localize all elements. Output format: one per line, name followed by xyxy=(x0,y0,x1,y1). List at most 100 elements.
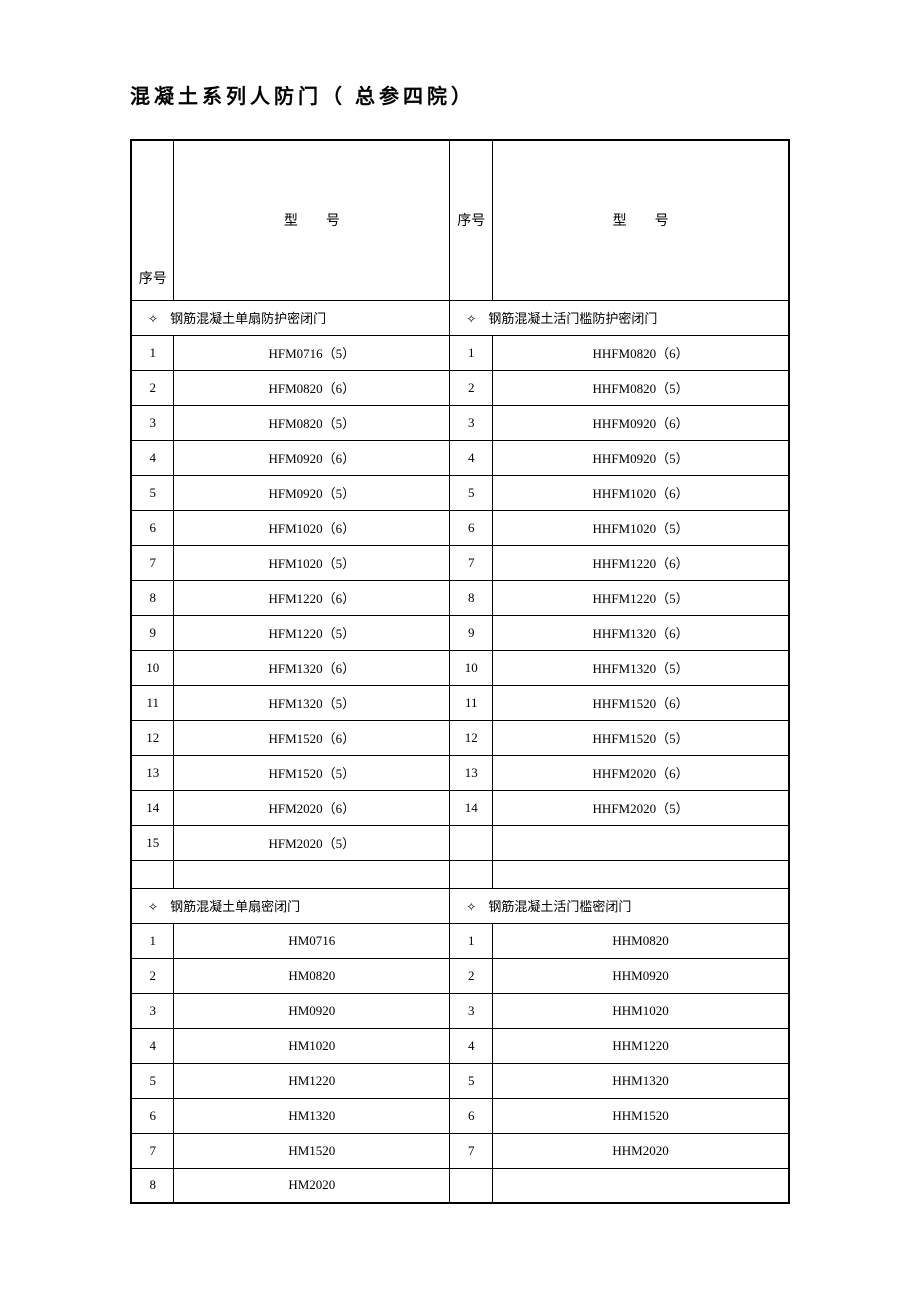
table-row: 3HM09203HHM1020 xyxy=(131,993,789,1028)
cell-model-right: HHFM1320（6） xyxy=(493,615,789,650)
cell-model-left: HM1320 xyxy=(174,1098,450,1133)
cell-model-left: HFM0920（5） xyxy=(174,475,450,510)
section-header-left-2: ✧钢筋混凝土单扇密闭门 xyxy=(131,888,450,923)
cell-seq-right: 7 xyxy=(450,1133,493,1168)
cell-model-right: HHFM1520（5） xyxy=(493,720,789,755)
cell-model-right: HHFM0920（5） xyxy=(493,440,789,475)
cell-seq-right: 4 xyxy=(450,1028,493,1063)
cell-seq-right: 5 xyxy=(450,475,493,510)
cell-seq-left: 12 xyxy=(131,720,174,755)
cell-seq-right: 7 xyxy=(450,545,493,580)
cell-model-right: HHFM2020（6） xyxy=(493,755,789,790)
cell-model-right: HHFM1020（6） xyxy=(493,475,789,510)
table-row: 8HM2020 xyxy=(131,1168,789,1203)
table-row: 9HFM1220（5）9HHFM1320（6） xyxy=(131,615,789,650)
cell-model-right: HHFM0820（5） xyxy=(493,370,789,405)
empty-cell xyxy=(131,860,174,888)
cell-model-right: HHFM1220（6） xyxy=(493,545,789,580)
cell-model-left: HFM0820（5） xyxy=(174,405,450,440)
cell-seq-right: 5 xyxy=(450,1063,493,1098)
table-row: 6HFM1020（6）6HHFM1020（5） xyxy=(131,510,789,545)
cell-seq-right: 14 xyxy=(450,790,493,825)
cell-seq-left: 7 xyxy=(131,545,174,580)
diamond-bullet-icon: ✧ xyxy=(466,312,476,327)
cell-seq-right: 12 xyxy=(450,720,493,755)
section-header-left-1: ✧钢筋混凝土单扇防护密闭门 xyxy=(131,300,450,335)
table-row: 15HFM2020（5） xyxy=(131,825,789,860)
cell-seq-right: 1 xyxy=(450,335,493,370)
cell-model-left: HM0920 xyxy=(174,993,450,1028)
cell-model-right: HHM2020 xyxy=(493,1133,789,1168)
cell-seq-left: 10 xyxy=(131,650,174,685)
cell-seq-left: 8 xyxy=(131,1168,174,1203)
cell-model-right: HHFM1020（5） xyxy=(493,510,789,545)
cell-model-right: HHM1320 xyxy=(493,1063,789,1098)
cell-seq-left: 1 xyxy=(131,923,174,958)
cell-seq-left: 1 xyxy=(131,335,174,370)
cell-model-left: HFM1020（5） xyxy=(174,545,450,580)
section-title-right-2: 钢筋混凝土活门槛密闭门 xyxy=(488,899,631,914)
table-row: 5HFM0920（5）5HHFM1020（6） xyxy=(131,475,789,510)
cell-model-left: HFM1220（5） xyxy=(174,615,450,650)
cell-seq-left: 14 xyxy=(131,790,174,825)
section-header-right-2: ✧ 钢筋混凝土活门槛密闭门 xyxy=(450,888,789,923)
cell-model-right: HHM1020 xyxy=(493,993,789,1028)
cell-seq-right xyxy=(450,825,493,860)
header-seq-left: 序号 xyxy=(131,140,174,300)
table-row: 11HFM1320（5）11HHFM1520（6） xyxy=(131,685,789,720)
table-row: 1HFM0716（5）1HHFM0820（6） xyxy=(131,335,789,370)
table-row: 3HFM0820（5）3HHFM0920（6） xyxy=(131,405,789,440)
cell-seq-right: 11 xyxy=(450,685,493,720)
cell-seq-left: 9 xyxy=(131,615,174,650)
cell-seq-right xyxy=(450,1168,493,1203)
cell-seq-left: 8 xyxy=(131,580,174,615)
diamond-bullet-icon: ✧ xyxy=(148,312,158,327)
cell-model-left: HM1520 xyxy=(174,1133,450,1168)
cell-seq-right: 3 xyxy=(450,993,493,1028)
cell-model-right: HHFM1320（5） xyxy=(493,650,789,685)
cell-seq-left: 3 xyxy=(131,405,174,440)
table-row: 13HFM1520（5）13HHFM2020（6） xyxy=(131,755,789,790)
cell-seq-left: 4 xyxy=(131,1028,174,1063)
cell-seq-right: 10 xyxy=(450,650,493,685)
cell-model-left: HM0820 xyxy=(174,958,450,993)
cell-model-left: HFM1320（6） xyxy=(174,650,450,685)
table-row: 10HFM1320（6）10HHFM1320（5） xyxy=(131,650,789,685)
table-row: 14HFM2020（6）14HHFM2020（5） xyxy=(131,790,789,825)
section-header-right-1: ✧ 钢筋混凝土活门槛防护密闭门 xyxy=(450,300,789,335)
page-title: 混凝土系列人防门（ 总参四院） xyxy=(130,80,790,109)
cell-model-right: HHFM1220（5） xyxy=(493,580,789,615)
cell-model-right xyxy=(493,1168,789,1203)
table-row: 5HM12205HHM1320 xyxy=(131,1063,789,1098)
section-title-left-2: 钢筋混凝土单扇密闭门 xyxy=(170,899,300,914)
cell-seq-left: 6 xyxy=(131,510,174,545)
cell-seq-left: 6 xyxy=(131,1098,174,1133)
main-table: 序号型 号序号型 号✧钢筋混凝土单扇防护密闭门✧钢筋混凝土活门槛防护密闭门1HF… xyxy=(130,139,790,1204)
cell-seq-right: 4 xyxy=(450,440,493,475)
table-row: 4HM10204HHM1220 xyxy=(131,1028,789,1063)
table-row: 1HM07161HHM0820 xyxy=(131,923,789,958)
table-row: 12HFM1520（6）12HHFM1520（5） xyxy=(131,720,789,755)
header-model-right-label: 型 号 xyxy=(613,214,669,229)
cell-seq-left: 4 xyxy=(131,440,174,475)
empty-cell xyxy=(450,860,493,888)
cell-seq-right: 8 xyxy=(450,580,493,615)
table-row: 2HM08202HHM0920 xyxy=(131,958,789,993)
table-row: 2HFM0820（6）2HHFM0820（5） xyxy=(131,370,789,405)
section-title-right-1: 钢筋混凝土活门槛防护密闭门 xyxy=(488,311,657,326)
cell-model-left: HM1220 xyxy=(174,1063,450,1098)
cell-model-left: HFM0820（6） xyxy=(174,370,450,405)
cell-model-left: HFM1520（5） xyxy=(174,755,450,790)
cell-seq-left: 7 xyxy=(131,1133,174,1168)
cell-seq-right: 1 xyxy=(450,923,493,958)
diamond-bullet-icon: ✧ xyxy=(466,900,476,915)
empty-cell xyxy=(493,860,789,888)
cell-model-left: HM1020 xyxy=(174,1028,450,1063)
cell-model-right: HHFM2020（5） xyxy=(493,790,789,825)
cell-model-left: HFM1520（6） xyxy=(174,720,450,755)
cell-model-left: HFM2020（5） xyxy=(174,825,450,860)
cell-model-right xyxy=(493,825,789,860)
header-model-left-label: 型 号 xyxy=(284,214,340,229)
cell-model-right: HHFM0820（6） xyxy=(493,335,789,370)
cell-model-left: HFM0920（6） xyxy=(174,440,450,475)
